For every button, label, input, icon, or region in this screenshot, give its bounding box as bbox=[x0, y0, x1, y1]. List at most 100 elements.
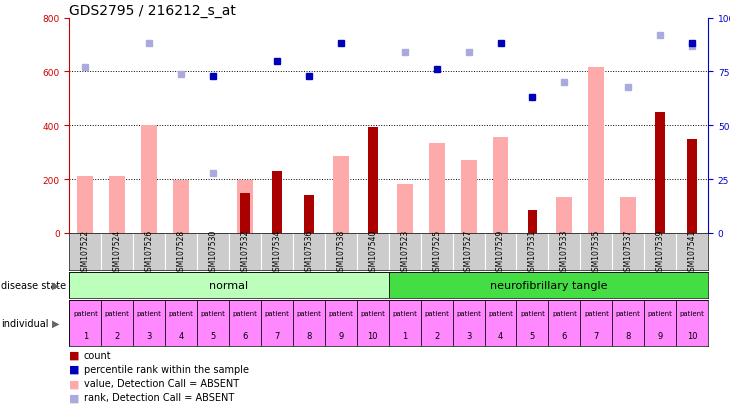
Bar bbox=[548, 300, 580, 346]
Text: GSM107524: GSM107524 bbox=[112, 229, 122, 275]
Text: GSM107536: GSM107536 bbox=[304, 229, 313, 275]
Text: 5: 5 bbox=[210, 331, 215, 340]
Bar bbox=[620, 197, 637, 233]
Text: 1: 1 bbox=[82, 331, 88, 340]
Text: patient: patient bbox=[73, 310, 98, 316]
Bar bbox=[485, 300, 517, 346]
Text: GDS2795 / 216212_s_at: GDS2795 / 216212_s_at bbox=[69, 4, 237, 18]
Text: patient: patient bbox=[201, 310, 226, 316]
Text: 1: 1 bbox=[402, 331, 407, 340]
Text: GSM107522: GSM107522 bbox=[81, 229, 90, 275]
Text: GSM107534: GSM107534 bbox=[272, 229, 282, 275]
Bar bbox=[389, 273, 708, 298]
Bar bbox=[141, 126, 157, 233]
Bar bbox=[133, 300, 165, 346]
Text: percentile rank within the sample: percentile rank within the sample bbox=[84, 364, 249, 374]
Text: 5: 5 bbox=[530, 331, 535, 340]
Text: GSM107528: GSM107528 bbox=[177, 229, 185, 275]
Bar bbox=[69, 273, 389, 298]
Text: patient: patient bbox=[392, 310, 417, 316]
Text: 6: 6 bbox=[242, 331, 247, 340]
Text: patient: patient bbox=[296, 310, 321, 316]
Bar bbox=[493, 138, 509, 233]
Bar bbox=[261, 300, 293, 346]
Text: disease state: disease state bbox=[1, 280, 66, 290]
Bar bbox=[173, 181, 189, 233]
Bar bbox=[368, 127, 377, 233]
Text: patient: patient bbox=[552, 310, 577, 316]
Text: patient: patient bbox=[488, 310, 513, 316]
Bar bbox=[580, 300, 612, 346]
Bar bbox=[197, 300, 229, 346]
Text: count: count bbox=[84, 350, 112, 360]
Bar bbox=[528, 211, 537, 233]
Bar bbox=[293, 300, 325, 346]
Text: GSM107540: GSM107540 bbox=[368, 229, 377, 275]
Text: GSM107535: GSM107535 bbox=[592, 229, 601, 275]
Text: GSM107527: GSM107527 bbox=[464, 229, 473, 275]
Text: 10: 10 bbox=[367, 331, 378, 340]
Bar bbox=[272, 172, 282, 233]
Text: GSM107523: GSM107523 bbox=[400, 229, 410, 275]
Text: GSM107541: GSM107541 bbox=[688, 229, 696, 275]
Bar bbox=[688, 140, 697, 233]
Bar bbox=[429, 143, 445, 233]
Bar bbox=[229, 300, 261, 346]
Text: 9: 9 bbox=[338, 331, 343, 340]
Bar bbox=[453, 300, 485, 346]
Text: 3: 3 bbox=[466, 331, 472, 340]
Text: ▶: ▶ bbox=[53, 318, 60, 328]
Text: 3: 3 bbox=[147, 331, 152, 340]
Bar bbox=[645, 300, 676, 346]
Bar bbox=[101, 300, 133, 346]
Text: 8: 8 bbox=[626, 331, 631, 340]
Text: patient: patient bbox=[233, 310, 258, 316]
Text: neurofibrillary tangle: neurofibrillary tangle bbox=[490, 280, 607, 290]
Bar bbox=[461, 161, 477, 233]
Bar bbox=[165, 300, 197, 346]
Bar bbox=[333, 157, 349, 233]
Text: patient: patient bbox=[456, 310, 481, 316]
Text: ■: ■ bbox=[69, 378, 80, 388]
Text: 6: 6 bbox=[561, 331, 567, 340]
Text: normal: normal bbox=[210, 280, 249, 290]
Text: 10: 10 bbox=[687, 331, 697, 340]
Text: patient: patient bbox=[680, 310, 704, 316]
Bar bbox=[389, 300, 420, 346]
Text: rank, Detection Call = ABSENT: rank, Detection Call = ABSENT bbox=[84, 392, 234, 402]
Text: ▶: ▶ bbox=[53, 280, 60, 290]
Text: GSM107529: GSM107529 bbox=[496, 229, 505, 275]
Text: patient: patient bbox=[424, 310, 449, 316]
Text: GSM107531: GSM107531 bbox=[528, 229, 537, 275]
Text: GSM107538: GSM107538 bbox=[337, 229, 345, 275]
Text: ■: ■ bbox=[69, 392, 80, 402]
Text: 7: 7 bbox=[593, 331, 599, 340]
Bar bbox=[240, 193, 250, 233]
Bar bbox=[396, 185, 412, 233]
Text: patient: patient bbox=[361, 310, 385, 316]
Text: patient: patient bbox=[137, 310, 161, 316]
Text: GSM107526: GSM107526 bbox=[145, 229, 154, 275]
Text: individual: individual bbox=[1, 318, 48, 328]
Bar bbox=[304, 196, 314, 233]
Bar bbox=[77, 177, 93, 233]
Text: GSM107537: GSM107537 bbox=[623, 229, 633, 275]
Bar bbox=[420, 300, 453, 346]
Text: patient: patient bbox=[169, 310, 193, 316]
Text: 4: 4 bbox=[498, 331, 503, 340]
Text: 8: 8 bbox=[306, 331, 312, 340]
Text: 7: 7 bbox=[274, 331, 280, 340]
Bar bbox=[237, 181, 253, 233]
Text: 2: 2 bbox=[434, 331, 439, 340]
Bar bbox=[110, 177, 126, 233]
Bar bbox=[325, 300, 357, 346]
Text: patient: patient bbox=[105, 310, 130, 316]
Text: 2: 2 bbox=[115, 331, 120, 340]
Text: patient: patient bbox=[648, 310, 672, 316]
Text: GSM107533: GSM107533 bbox=[560, 229, 569, 275]
Text: GSM107530: GSM107530 bbox=[209, 229, 218, 275]
Bar bbox=[612, 300, 645, 346]
Bar bbox=[517, 300, 548, 346]
Bar bbox=[588, 68, 604, 233]
Bar bbox=[69, 300, 101, 346]
